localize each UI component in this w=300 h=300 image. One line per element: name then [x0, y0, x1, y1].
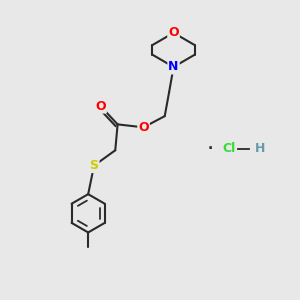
Text: O: O	[95, 100, 106, 112]
Text: S: S	[90, 159, 99, 172]
Text: O: O	[138, 121, 149, 134]
Text: H: H	[255, 142, 266, 155]
Text: O: O	[168, 26, 179, 39]
Text: N: N	[168, 61, 179, 74]
Text: Cl: Cl	[223, 142, 236, 155]
Text: ·: ·	[208, 142, 213, 155]
